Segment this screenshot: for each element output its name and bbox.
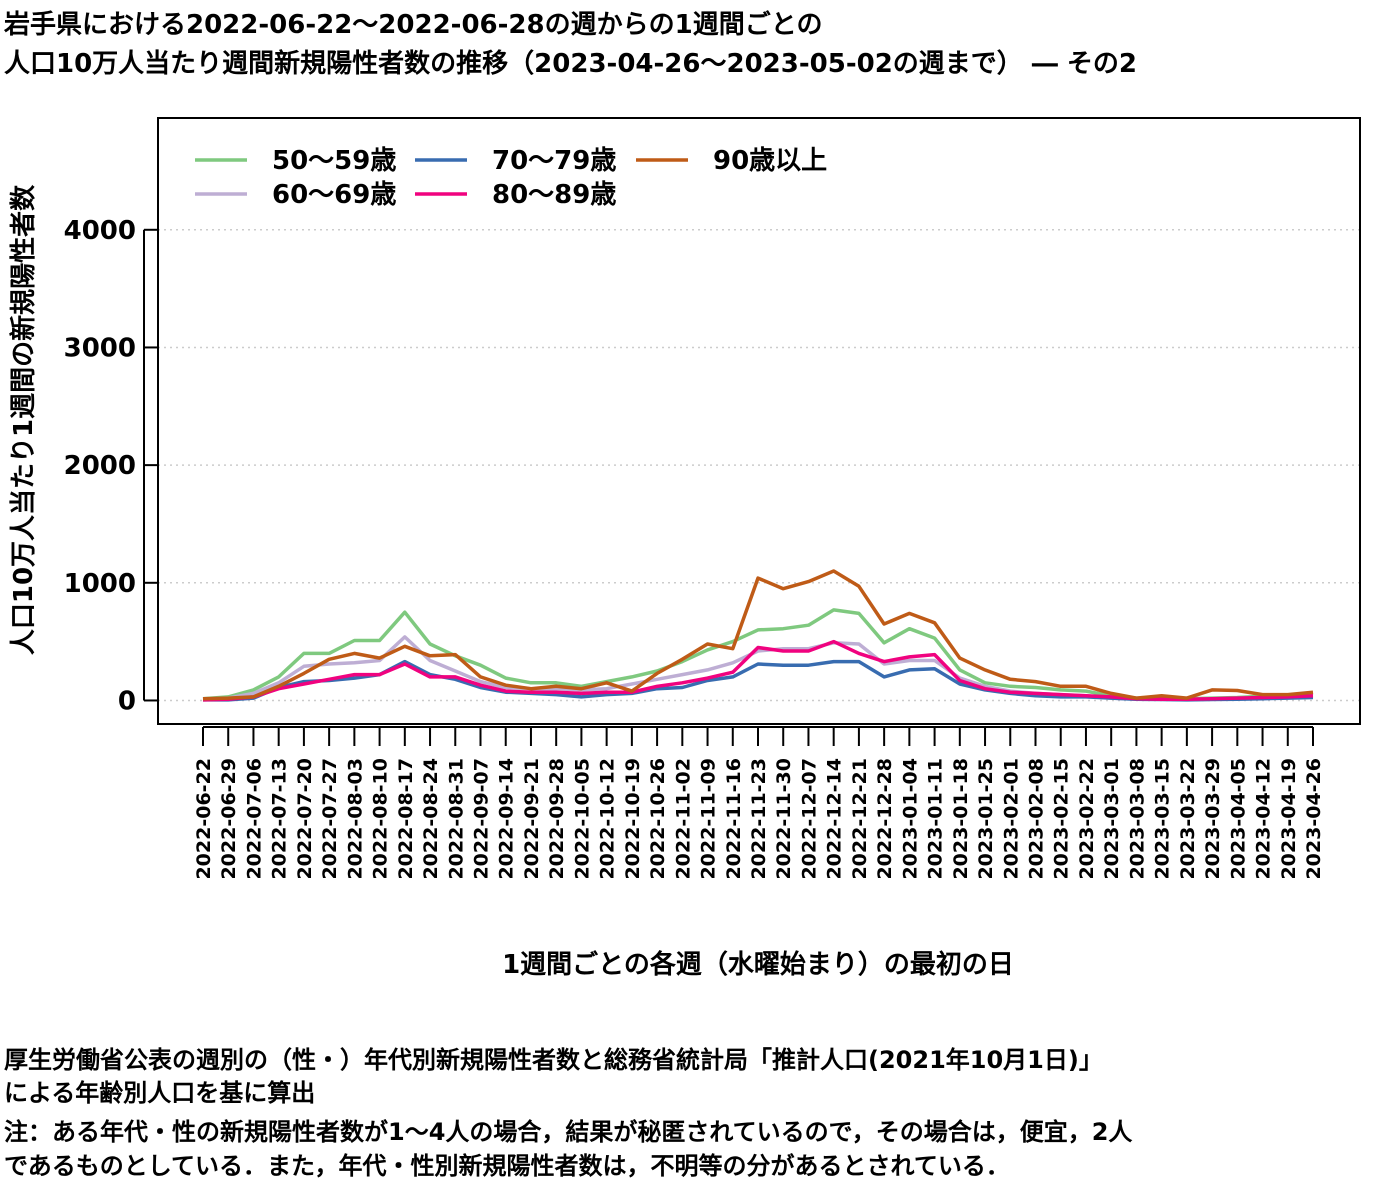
x-tick-label: 2023-02-08 [1026,758,1048,880]
x-tick-label: 2023-03-29 [1202,758,1224,880]
y-tick-label: 3000 [64,333,136,363]
caveat-note-line-1: 注：ある年代・性の新規陽性者数が1〜4人の場合，結果が秘匿されているので，その場… [4,1118,1133,1146]
legend-label: 60〜69歳 [272,180,396,210]
x-tick-label: 2023-01-18 [950,758,972,880]
plot-frame [157,117,1361,725]
x-tick-label: 2022-11-23 [748,758,770,880]
caveat-note-line-2: であるものとしている．また，年代・性別新規陽性者数は，不明等の分があるとされてい… [4,1152,1010,1180]
x-tick-label: 2022-10-26 [647,758,669,880]
x-tick-label: 2023-01-25 [975,758,997,880]
x-tick-label: 2022-11-16 [723,758,745,880]
series-line [202,608,1314,701]
y-tick-label: 0 [118,686,136,716]
x-tick-label: 2022-06-22 [193,758,215,880]
series-line [202,569,1314,701]
x-tick-label: 2022-09-28 [546,758,568,880]
legend-label: 50〜59歳 [272,146,396,176]
x-tick-label: 2022-08-17 [395,758,417,880]
x-tick-label: 2022-08-31 [445,758,467,880]
x-tick-label: 2023-03-15 [1152,758,1174,880]
source-note-line-2: による年齢別人口を基に算出 [4,1079,316,1107]
x-tick-label: 2022-08-24 [420,758,442,880]
x-tick-label: 2022-08-10 [370,758,392,880]
y-tick-label: 2000 [64,451,136,481]
y-axis-label: 人口10万人当たり1週間の新規陽性者数 [8,184,39,655]
legend-label: 70〜79歳 [492,146,616,176]
x-tick-label: 2022-11-30 [773,758,795,880]
x-tick-label: 2023-01-04 [899,758,921,880]
series-line [203,659,1314,702]
x-tick-label: 2022-12-07 [798,758,820,880]
legend: 50〜59歳 60〜69歳 70〜79歳 80〜89歳 90歳以上 [195,146,827,210]
x-tick-label: 2023-01-11 [925,758,947,880]
x-tick-label: 2023-04-26 [1303,758,1325,880]
x-tick-label: 2022-10-19 [622,758,644,880]
chart-title-line-1: 岩手県における2022-06-22〜2022-06-28の週からの1週間ごとの [4,10,823,40]
x-tick-label: 2023-02-01 [1000,758,1022,880]
x-tick-label: 2022-12-14 [824,758,846,880]
x-tick-label: 2023-04-12 [1253,758,1275,880]
legend-label: 80〜89歳 [492,180,616,210]
x-tick-label: 2023-02-15 [1051,758,1073,880]
x-tick-label: 2023-02-22 [1076,758,1098,880]
source-note-line-1: 厚生労働省公表の週別の（性・）年代別新規陽性者数と総務省統計局「推計人口(202… [4,1046,1103,1074]
y-tick-label: 1000 [64,569,136,599]
x-axis-label: 1週間ごとの各週（水曜始まり）の最初の日 [502,949,1014,980]
x-tick-label: 2023-03-08 [1126,758,1148,880]
series-lines [202,569,1314,702]
x-tick-label: 2022-08-03 [344,758,366,880]
y-axis: 0 1000 2000 3000 4000 [64,216,158,716]
x-tick-label: 2023-03-01 [1101,758,1123,880]
x-tick-label: 2022-09-07 [471,758,493,880]
gridlines [158,229,1360,702]
x-tick-label: 2022-11-02 [672,758,694,880]
x-tick-label: 2022-10-05 [571,758,593,880]
chart-title-line-2: 人口10万人当たり週間新規陽性者数の推移（2023-04-26〜2023-05-… [4,49,1137,79]
x-tick-label: 2022-12-21 [849,758,871,880]
x-tick-label: 2022-07-06 [243,758,265,880]
x-tick-label: 2022-11-09 [698,758,720,880]
x-tick-label: 2022-09-14 [496,758,518,880]
x-tick-label: 2023-03-22 [1177,758,1199,880]
y-tick-label: 4000 [64,216,136,246]
x-tick-label: 2022-12-28 [874,758,896,880]
x-tick-label: 2023-04-05 [1227,758,1249,880]
x-tick-label: 2022-07-20 [294,758,316,880]
x-tick-label: 2022-09-21 [521,758,543,880]
x-tick-label: 2022-06-29 [218,758,240,880]
x-tick-label: 2022-10-12 [597,758,619,880]
x-tick-label: 2022-07-27 [319,758,341,880]
legend-label: 90歳以上 [713,146,827,176]
x-axis: 2022-06-22 2022-06-29 2022-07-06 2022-07-13… [193,726,1325,880]
x-tick-label: 2022-07-13 [269,758,291,880]
x-tick-label: 2023-04-19 [1278,758,1300,880]
